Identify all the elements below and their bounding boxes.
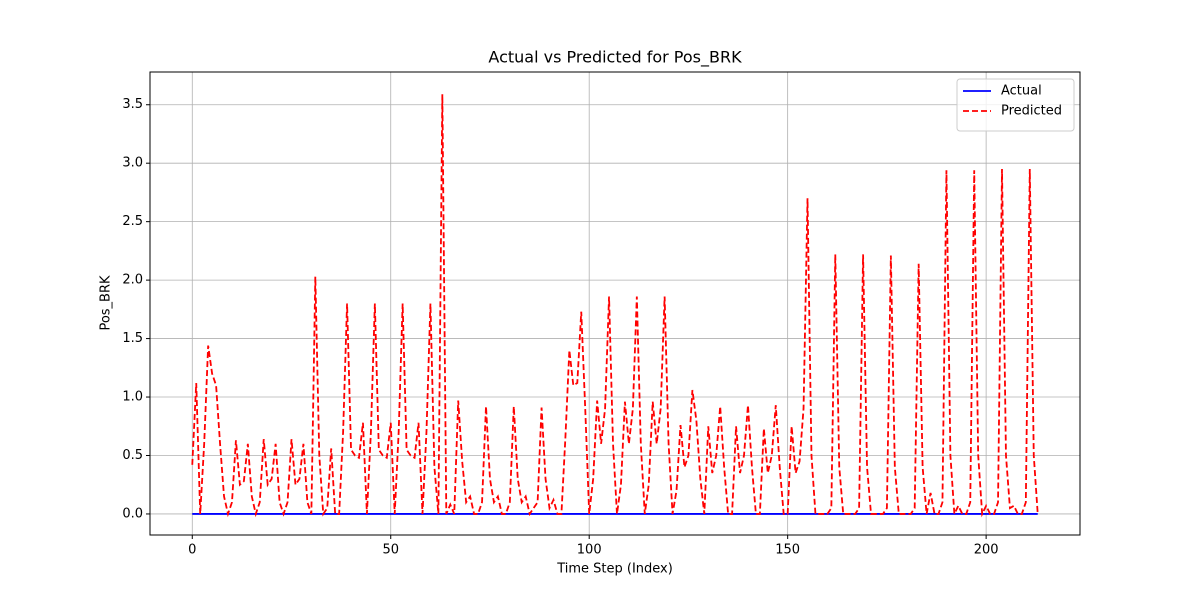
axes-frame [149,71,1081,536]
y-tick-label: 0.0 [122,506,143,521]
legend-label: Predicted [1001,104,1062,119]
series-line [191,94,1039,518]
x-axis-label: Time Step (Index) [556,562,673,577]
grid [150,72,1080,535]
x-tick-label: 100 [577,543,602,558]
y-axis-label: Pos_BRK [99,275,114,331]
y-tick-label: 2.0 [122,273,143,288]
y-tick-label: 1.5 [122,331,143,346]
x-tick-label: 200 [974,543,999,558]
y-tick-label: 3.0 [122,156,143,171]
y-tick-label: 3.5 [122,97,143,112]
chart-title: Actual vs Predicted for Pos_BRK [488,48,742,68]
y-tick-label: 1.0 [122,390,143,405]
plot-area [191,94,1039,518]
x-tick-label: 50 [382,543,399,558]
legend-box [956,78,1075,132]
legend: Actual Predicted [956,78,1075,132]
y-tick-label: 0.5 [122,448,143,463]
x-tick-label: 0 [188,543,196,558]
x-tick-label: 150 [775,543,800,558]
y-tick-label: 2.5 [122,214,143,229]
legend-label: Actual [1001,84,1042,99]
